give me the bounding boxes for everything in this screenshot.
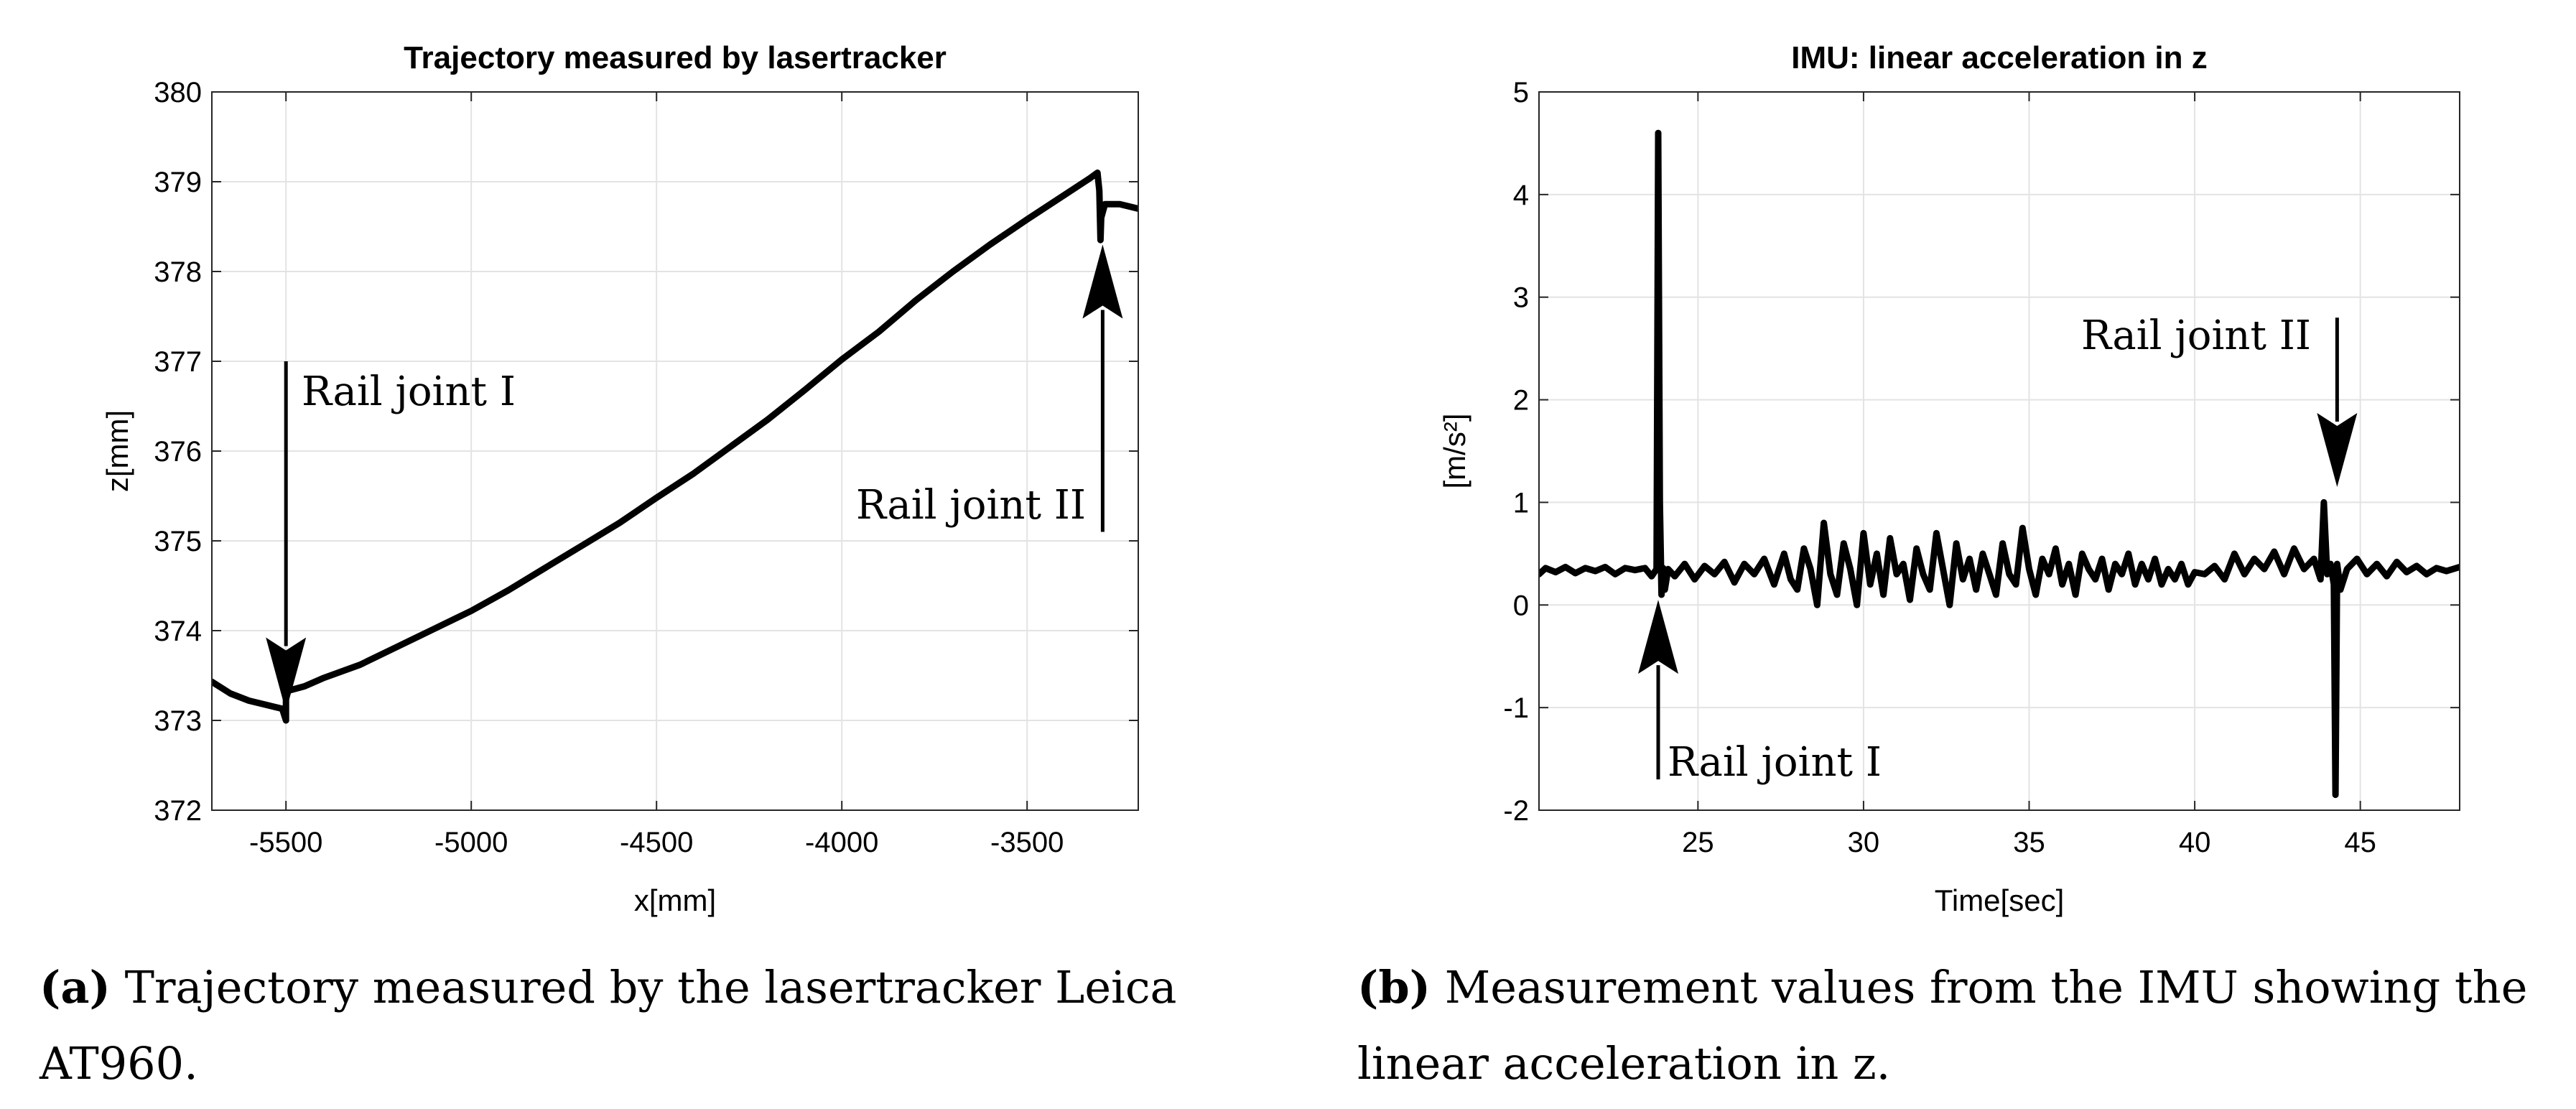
caption-label: (b) bbox=[1357, 961, 1431, 1013]
annotation-arrow-head bbox=[266, 637, 307, 712]
y-tick-label: 0 bbox=[1513, 590, 1529, 621]
tick-marks bbox=[212, 91, 1138, 811]
caption-b: (b) Measurement values from the IMU show… bbox=[1357, 950, 2549, 1102]
x-tick-labels: -5500 -5000 -4500 -4000 -3500 bbox=[249, 827, 1064, 858]
annotation-arrow-head bbox=[2317, 413, 2358, 487]
annotation-label: Rail joint II bbox=[2081, 312, 2311, 359]
x-tick-labels: 25 30 35 40 45 bbox=[1682, 827, 2376, 858]
y-tick-label: 1 bbox=[1513, 487, 1529, 519]
chart-title: IMU: linear acceleration in z bbox=[1791, 40, 2208, 75]
annotation-label: Rail joint I bbox=[1668, 739, 1882, 786]
x-tick-label: -4500 bbox=[620, 827, 693, 858]
x-tick-label: -5500 bbox=[249, 827, 322, 858]
caption-text: Trajectory measured by the lasertracker … bbox=[39, 961, 1177, 1090]
y-tick-label: 376 bbox=[154, 436, 202, 468]
y-tick-label: -2 bbox=[1503, 795, 1529, 827]
y-tick-label: 5 bbox=[1513, 77, 1529, 108]
x-tick-label: 45 bbox=[2344, 827, 2376, 858]
y-tick-labels: -2 -1 0 1 2 3 4 5 bbox=[1503, 77, 1529, 827]
chart-trajectory: -5500 -5000 -4500 -4000 -3500 37237337437537… bbox=[101, 40, 1139, 917]
annotation-arrow-head bbox=[1082, 244, 1123, 319]
plot-frame bbox=[1538, 91, 2460, 811]
x-tick-label: -3500 bbox=[990, 827, 1064, 858]
y-tick-label: -1 bbox=[1503, 692, 1529, 724]
y-tick-label: 379 bbox=[154, 167, 202, 198]
y-tick-label: 2 bbox=[1513, 385, 1529, 417]
y-tick-label: 378 bbox=[154, 256, 202, 288]
y-axis-label: [m/s²] bbox=[1438, 414, 1471, 489]
x-tick-label: 25 bbox=[1682, 827, 1714, 858]
tick-marks bbox=[1539, 91, 2460, 811]
y-tick-label: 375 bbox=[154, 526, 202, 557]
y-tick-label: 373 bbox=[154, 705, 202, 737]
annotation-arrow-head bbox=[1638, 600, 1679, 674]
y-axis-label: z[mm] bbox=[101, 410, 134, 492]
x-axis-label: x[mm] bbox=[634, 883, 716, 917]
x-tick-label: 40 bbox=[2179, 827, 2211, 858]
x-tick-label: -5000 bbox=[434, 827, 508, 858]
y-tick-label: 374 bbox=[154, 616, 202, 647]
chart-title: Trajectory measured by lasertracker bbox=[404, 40, 947, 75]
annotation-label: Rail joint I bbox=[302, 368, 516, 415]
caption-a: (a) Trajectory measured by the lasertrac… bbox=[39, 950, 1253, 1102]
y-tick-label: 372 bbox=[154, 795, 202, 827]
annotations: Rail joint I Rail joint II bbox=[266, 244, 1123, 712]
annotations: Rail joint I Rail joint II bbox=[1638, 312, 2358, 786]
y-tick-label: 377 bbox=[154, 346, 202, 378]
x-axis-label: Time[sec] bbox=[1935, 883, 2064, 917]
series-acceleration-z bbox=[1539, 129, 2460, 799]
x-tick-label: 35 bbox=[2013, 827, 2045, 858]
x-tick-label: 30 bbox=[1848, 827, 1880, 858]
y-tick-label: 380 bbox=[154, 77, 202, 108]
y-tick-label: 3 bbox=[1513, 282, 1529, 314]
annotation-label: Rail joint II bbox=[856, 482, 1086, 529]
series-line bbox=[1539, 129, 2460, 799]
caption-label: (a) bbox=[39, 961, 111, 1013]
x-tick-label: -4000 bbox=[805, 827, 878, 858]
caption-text: Measurement values from the IMU showing … bbox=[1357, 961, 2528, 1090]
y-tick-labels: 372 373 374 375 376 377 378 379 380 bbox=[154, 77, 202, 827]
y-tick-label: 4 bbox=[1513, 180, 1529, 211]
